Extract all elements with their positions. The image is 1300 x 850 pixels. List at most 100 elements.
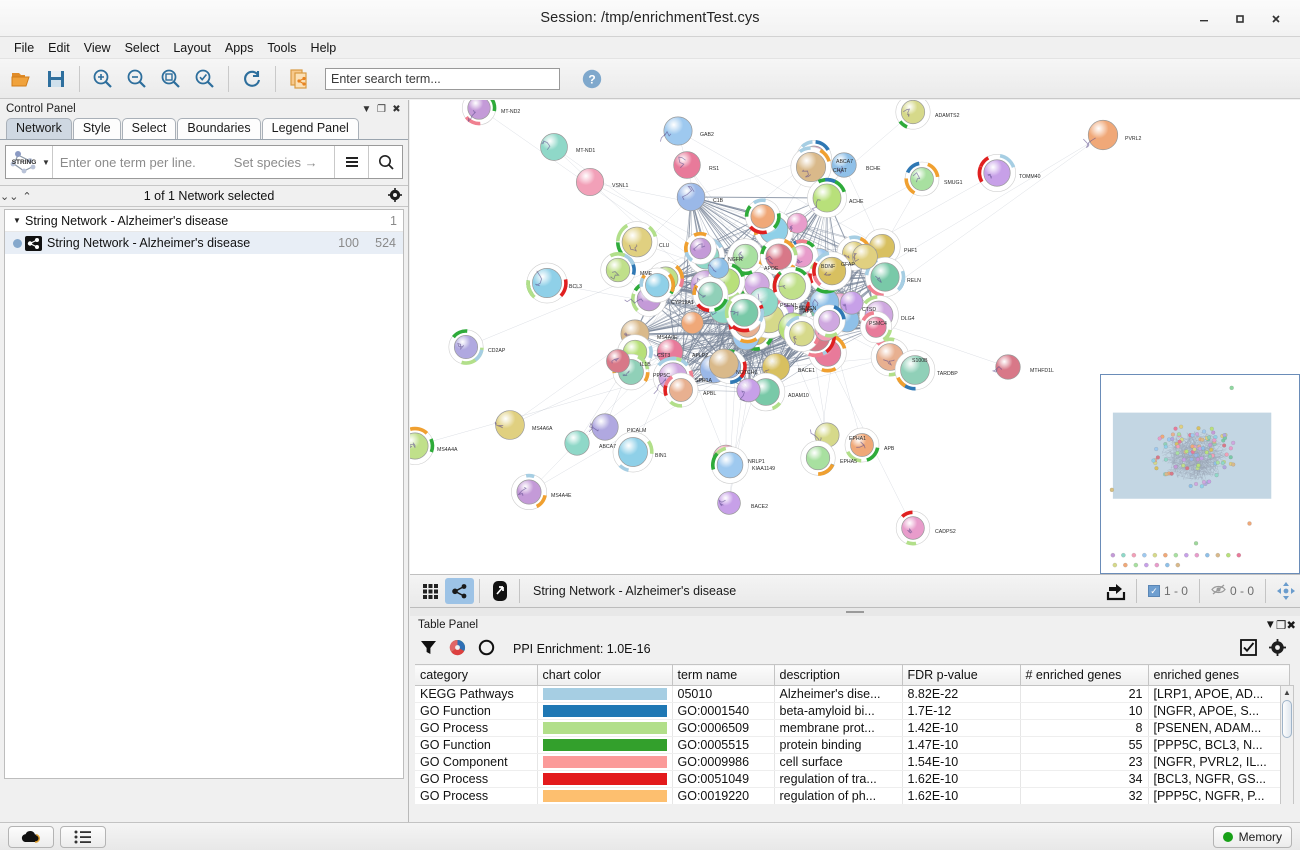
menu-layout[interactable]: Layout <box>173 40 211 55</box>
memory-status[interactable]: Memory <box>1212 825 1292 848</box>
string-dropdown-icon[interactable]: ▼ <box>42 157 50 167</box>
col-description[interactable]: description <box>774 664 903 686</box>
network-node[interactable] <box>494 410 525 440</box>
menu-apps[interactable]: Apps <box>224 40 254 55</box>
network-node[interactable] <box>812 251 852 291</box>
panel-float-icon[interactable]: ❐ <box>377 103 386 115</box>
table-row[interactable]: KEGG Pathways 05010 Alzheimer's dise... 8.8… <box>415 685 1290 703</box>
network-node[interactable] <box>724 293 765 333</box>
string-logo-icon[interactable]: STRING <box>6 146 42 178</box>
network-node[interactable] <box>831 152 857 178</box>
help-icon[interactable]: ? <box>576 63 608 95</box>
menu-help[interactable]: Help <box>310 40 337 55</box>
network-node[interactable] <box>717 491 741 515</box>
network-node[interactable] <box>800 440 836 476</box>
tree-root-row[interactable]: ▼ String Network - Alzheimer's disease 1 <box>5 210 403 232</box>
network-node[interactable] <box>783 315 821 352</box>
table-vertical-scrollbar[interactable]: ▲ ▼ <box>1280 685 1294 804</box>
scroll-thumb[interactable] <box>1282 700 1292 738</box>
expand-all-icon[interactable]: ⌃ <box>22 190 32 203</box>
network-node[interactable] <box>786 212 808 234</box>
network-node[interactable] <box>744 198 781 235</box>
minimize-icon[interactable] <box>1186 4 1222 34</box>
network-node[interactable] <box>692 276 729 313</box>
export-image-icon[interactable] <box>1102 578 1131 604</box>
scroll-up-icon[interactable]: ▲ <box>1283 688 1291 697</box>
menu-file[interactable]: File <box>14 40 35 55</box>
network-view[interactable]: MT-ND2 MT-ND1 VSNL1 GAB2 ADAMTS2 PVRL2 SMUG1 TO… <box>410 100 1300 575</box>
network-node[interactable] <box>540 133 568 161</box>
network-canvas[interactable]: MT-ND2 MT-ND1 VSNL1 GAB2 ADAMTS2 PVRL2 SMUG1 TO… <box>410 100 1300 575</box>
col-chart-color[interactable]: chart color <box>537 664 673 686</box>
set-species-link[interactable]: Set species → <box>233 154 318 170</box>
network-node[interactable] <box>410 426 435 465</box>
network-node[interactable] <box>681 311 704 335</box>
gear-icon[interactable] <box>382 187 408 205</box>
string-term-input[interactable]: Enter one term per line. Set species → <box>53 155 334 170</box>
birds-eye-view[interactable] <box>1100 374 1300 574</box>
zoom-out-icon[interactable] <box>121 63 153 95</box>
table-row[interactable]: GO Process GO:0051049 regulation of tra...… <box>415 770 1290 788</box>
table-settings-gear-icon[interactable] <box>1269 639 1286 659</box>
save-icon[interactable] <box>40 63 72 95</box>
search-icon[interactable] <box>369 146 402 178</box>
menu-tools[interactable]: Tools <box>267 40 297 55</box>
col-enriched-count[interactable]: # enriched genes <box>1020 664 1149 686</box>
network-node[interactable] <box>839 291 864 315</box>
funnel-icon[interactable] <box>420 639 437 660</box>
menu-edit[interactable]: Edit <box>48 40 70 55</box>
col-term-name[interactable]: term name <box>672 664 775 686</box>
close-icon[interactable] <box>1258 4 1294 34</box>
network-node[interactable] <box>1083 119 1119 151</box>
network-node[interactable] <box>448 329 484 365</box>
col-category[interactable]: category <box>415 664 538 686</box>
zoom-selected-icon[interactable] <box>189 63 221 95</box>
col-enriched-genes[interactable]: enriched genes <box>1148 664 1290 686</box>
birds-eye-canvas[interactable] <box>1101 375 1299 573</box>
network-node[interactable] <box>790 146 832 188</box>
network-node[interactable] <box>526 262 568 304</box>
table-row[interactable]: GO Function GO:0005515 protein binding 1.47… <box>415 736 1290 754</box>
table-row[interactable]: GO Process GO:0019220 regulation of ph... 1… <box>415 787 1290 804</box>
network-node[interactable] <box>708 348 739 379</box>
table-row[interactable]: GO Component GO:0009986 cell surface 1.54E-… <box>415 753 1290 771</box>
open-folder-icon[interactable] <box>6 63 38 95</box>
maximize-icon[interactable] <box>1222 4 1258 34</box>
hidden-node-count[interactable]: 0 - 0 <box>1205 583 1260 599</box>
tab-legend-panel[interactable]: Legend Panel <box>261 118 359 139</box>
fit-content-icon[interactable] <box>1271 578 1300 604</box>
network-node[interactable] <box>772 266 812 306</box>
network-node[interactable] <box>612 431 654 473</box>
network-node[interactable] <box>711 446 749 484</box>
network-node[interactable] <box>812 304 846 338</box>
tab-style[interactable]: Style <box>72 118 121 139</box>
menu-view[interactable]: View <box>83 40 111 55</box>
panel-dropdown-icon[interactable]: ▼ <box>361 103 372 115</box>
tab-select[interactable]: Select <box>121 118 177 139</box>
tab-boundaries[interactable]: Boundaries <box>177 118 261 139</box>
tree-child-row[interactable]: String Network - Alzheimer's disease 100… <box>5 232 403 254</box>
export-network-icon[interactable] <box>283 63 315 95</box>
grid-layout-icon[interactable] <box>416 578 445 604</box>
table-dropdown-icon[interactable]: ▼ <box>1264 619 1277 631</box>
network-node[interactable] <box>511 473 547 510</box>
network-node[interactable] <box>684 231 717 265</box>
table-float-icon[interactable]: ❐ <box>1276 620 1287 632</box>
network-node[interactable] <box>895 510 931 546</box>
cloud-icon[interactable] <box>8 825 54 848</box>
network-node[interactable] <box>991 354 1021 380</box>
network-node[interactable] <box>575 167 605 197</box>
network-node[interactable] <box>904 161 940 197</box>
network-node[interactable] <box>844 427 880 463</box>
network-node[interactable] <box>639 267 676 303</box>
tab-network[interactable]: Network <box>6 118 72 139</box>
collapse-all-icon[interactable]: ⌄⌄ <box>0 190 19 203</box>
panel-splitter[interactable] <box>410 608 1300 616</box>
table-close-icon[interactable]: ✖ <box>1286 620 1296 632</box>
network-node[interactable] <box>894 349 936 391</box>
panel-close-icon[interactable]: ✖ <box>392 103 401 115</box>
network-node[interactable] <box>895 100 931 130</box>
network-node[interactable] <box>600 252 636 288</box>
network-node[interactable] <box>859 311 893 344</box>
search-input[interactable]: Enter search term... <box>325 67 560 90</box>
